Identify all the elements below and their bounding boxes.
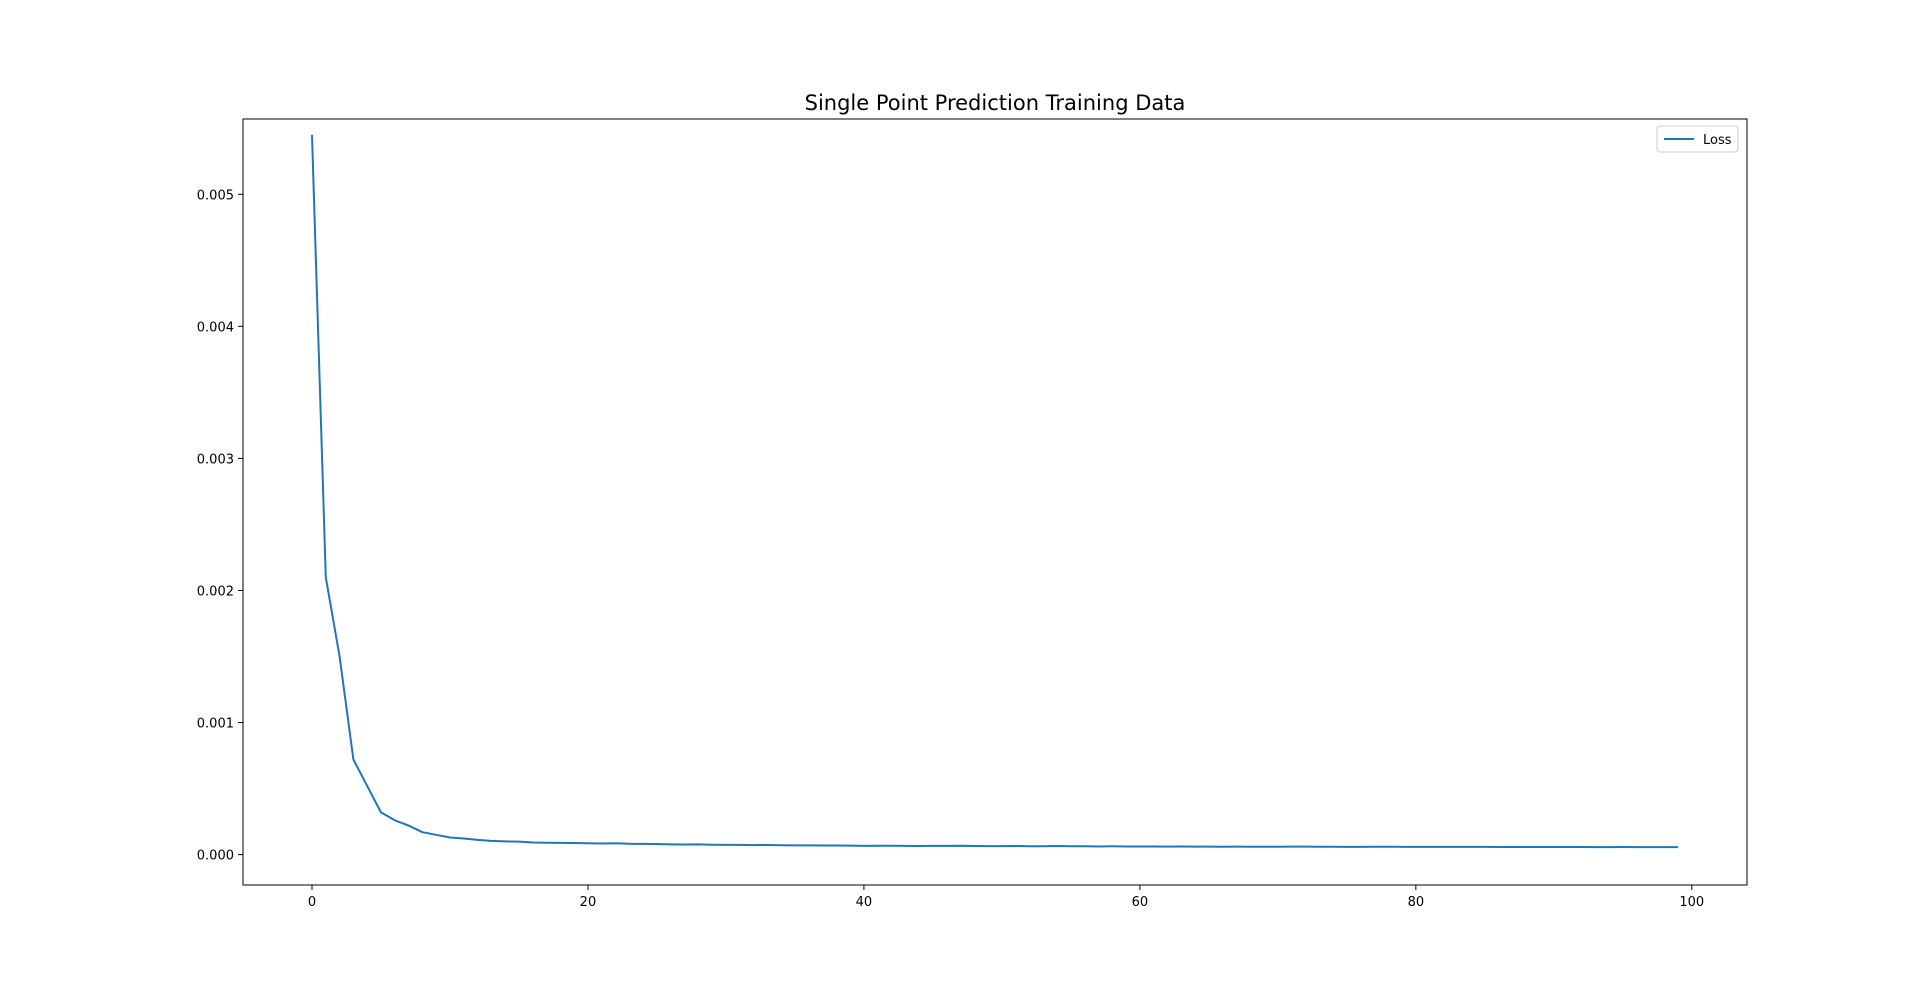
plot-frame: [242, 118, 1748, 886]
series-layer: [310, 134, 1679, 849]
y-tick-label: 0.005: [197, 188, 234, 203]
legend: Loss: [1656, 125, 1739, 153]
x-tick-label: 100: [1679, 895, 1704, 910]
x-tick-label: 60: [1132, 895, 1149, 910]
y-tick-label: 0.001: [197, 717, 234, 732]
legend-label-loss: Loss: [1703, 133, 1732, 148]
x-tick-label: 80: [1408, 895, 1425, 910]
y-tick-label: 0.002: [197, 584, 234, 599]
y-tick-label: 0.003: [197, 452, 234, 467]
x-tick-label: 0: [308, 895, 316, 910]
x-tick-label: 20: [580, 895, 597, 910]
x-axis: 0 20 40 60 80 100: [308, 885, 1704, 910]
y-tick-label: 0.004: [197, 320, 234, 335]
legend-box: [1656, 125, 1739, 153]
series-line-loss: [310, 134, 1679, 849]
y-axis: 0.000 0.001 0.002 0.003 0.004 0.005: [197, 188, 243, 864]
x-tick-label: 40: [856, 895, 873, 910]
chart-title: Single Point Prediction Training Data: [805, 91, 1186, 115]
y-tick-label: 0.000: [197, 849, 234, 864]
